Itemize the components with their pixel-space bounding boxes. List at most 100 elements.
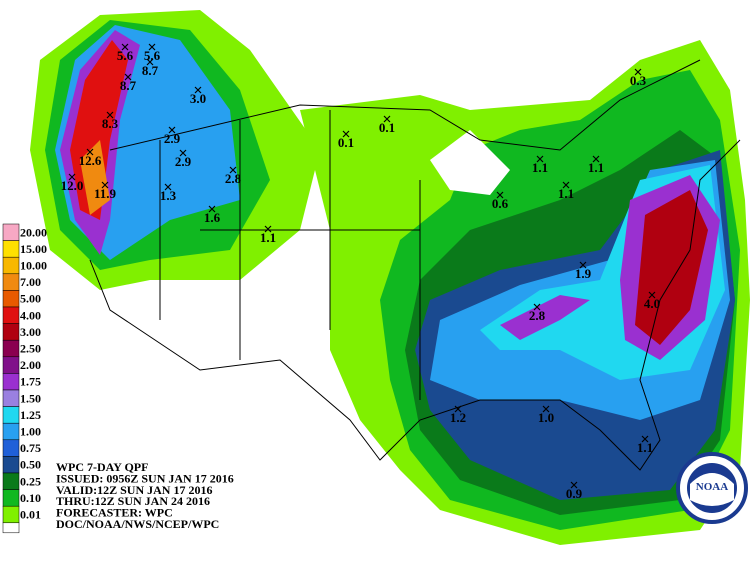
header-line: WPC 7-DAY QPF	[56, 460, 148, 474]
legend-label: 1.00	[20, 425, 41, 439]
point-marker	[164, 183, 172, 191]
state-lines	[159, 110, 421, 400]
noaa-logo: NOAA	[676, 452, 748, 524]
point-label: 0.1	[379, 120, 395, 135]
legend-label: 20.00	[20, 225, 47, 239]
point-label: 8.7	[120, 78, 137, 93]
point-label: 0.9	[566, 486, 583, 501]
point-marker	[264, 225, 272, 233]
point-marker	[648, 291, 656, 299]
legend-label: 2.50	[20, 342, 41, 356]
legend-swatch	[2, 439, 20, 457]
point-marker	[106, 111, 114, 119]
point-marker	[570, 481, 578, 489]
legend-swatch	[2, 489, 20, 507]
point-marker	[146, 58, 154, 66]
point-label: 5.6	[117, 48, 134, 63]
point-label: 0.3	[630, 73, 647, 88]
point-label: 12.0	[61, 178, 84, 193]
logo-text: NOAA	[696, 481, 728, 493]
legend-label: 0.75	[20, 441, 41, 455]
legend-label: 1.50	[20, 391, 41, 405]
legend-swatch	[2, 472, 20, 490]
legend-label: 0.10	[20, 491, 41, 505]
point-label: 12.6	[79, 153, 102, 168]
point-marker	[179, 149, 187, 157]
legend-swatch	[2, 505, 20, 524]
point-marker	[229, 166, 237, 174]
point-label: 2.8	[225, 171, 242, 186]
legend-label: 0.01	[20, 508, 41, 522]
logo-bird	[690, 473, 734, 506]
point-marker	[148, 43, 156, 51]
legend-swatch	[2, 290, 20, 308]
point-label: 1.1	[260, 230, 276, 245]
legend-label: 4.00	[20, 308, 41, 322]
point-label: 8.7	[142, 63, 159, 78]
legend-label: 10.00	[20, 259, 47, 273]
header-line: FORECASTER: WPC	[56, 506, 173, 520]
point-label: 2.8	[529, 308, 546, 323]
point-label: 1.6	[204, 210, 221, 225]
point-label: 1.0	[538, 410, 554, 425]
legend-swatch	[2, 223, 20, 241]
point-marker	[194, 86, 202, 94]
point-label: 1.2	[450, 410, 466, 425]
legend-swatch	[2, 273, 20, 291]
boundaries	[89, 59, 741, 471]
legend-label: 3.00	[20, 325, 41, 339]
point-label: 2.9	[175, 154, 192, 169]
point-label: 2.9	[164, 131, 181, 146]
header-line: VALID:12Z SUN JAN 17 2016	[56, 483, 212, 497]
legend-label: 5.00	[20, 292, 41, 306]
legend-swatch-blank	[2, 522, 20, 534]
legend-label: 2.00	[20, 358, 41, 372]
point-label: 5.6	[144, 48, 161, 63]
point-marker	[592, 155, 600, 163]
point-label: 0.6	[492, 196, 509, 211]
legend-swatch	[2, 389, 20, 407]
legend-swatch	[2, 339, 20, 358]
point-marker	[124, 73, 132, 81]
point-label: 8.3	[102, 116, 119, 131]
legend-label: 1.25	[20, 408, 41, 422]
legend-swatch	[2, 373, 20, 391]
point-marker	[634, 68, 642, 76]
point-marker	[533, 303, 541, 311]
point-marker	[68, 173, 76, 181]
legend-swatch	[2, 323, 20, 341]
legend-label: 7.00	[20, 275, 41, 289]
dry-area	[430, 130, 510, 195]
point-marker	[168, 126, 176, 134]
point-label: 11.9	[94, 186, 117, 201]
legend-label: 15.00	[20, 242, 47, 256]
legend-swatch	[2, 422, 20, 441]
point-marker	[536, 155, 544, 163]
legend-swatch	[2, 406, 20, 424]
point-marker	[496, 191, 504, 199]
legend: 20.00 15.00 10.00 7.00 5.00 4.00 3.00 2.50 2.00 1…	[2, 223, 47, 534]
precip-300	[635, 190, 708, 345]
header-line: ISSUED: 0956Z SUN JAN 17 2016	[56, 471, 234, 485]
point-marker	[342, 130, 350, 138]
point-marker	[383, 115, 391, 123]
point-marker	[579, 261, 587, 269]
w-precip-700	[80, 140, 110, 215]
point-label: 1.1	[588, 160, 604, 175]
point-marker	[542, 405, 550, 413]
point-label: 1.3	[160, 188, 177, 203]
points: 5.6 5.68.78.78.312.612.011.93.02.92.92.81…	[61, 43, 660, 501]
legend-swatch	[2, 356, 20, 374]
point-label: 0.1	[338, 135, 354, 150]
header-line: THRU:12Z SUN JAN 24 2016	[56, 494, 210, 508]
point-label: 3.0	[190, 91, 206, 106]
header-line: DOC/NOAA/NWS/NCEP/WPC	[56, 517, 219, 531]
legend-label: 1.75	[20, 375, 41, 389]
point-label: 4.0	[644, 296, 660, 311]
legend-swatch	[2, 256, 20, 275]
point-marker	[86, 148, 94, 156]
point-marker	[454, 405, 462, 413]
